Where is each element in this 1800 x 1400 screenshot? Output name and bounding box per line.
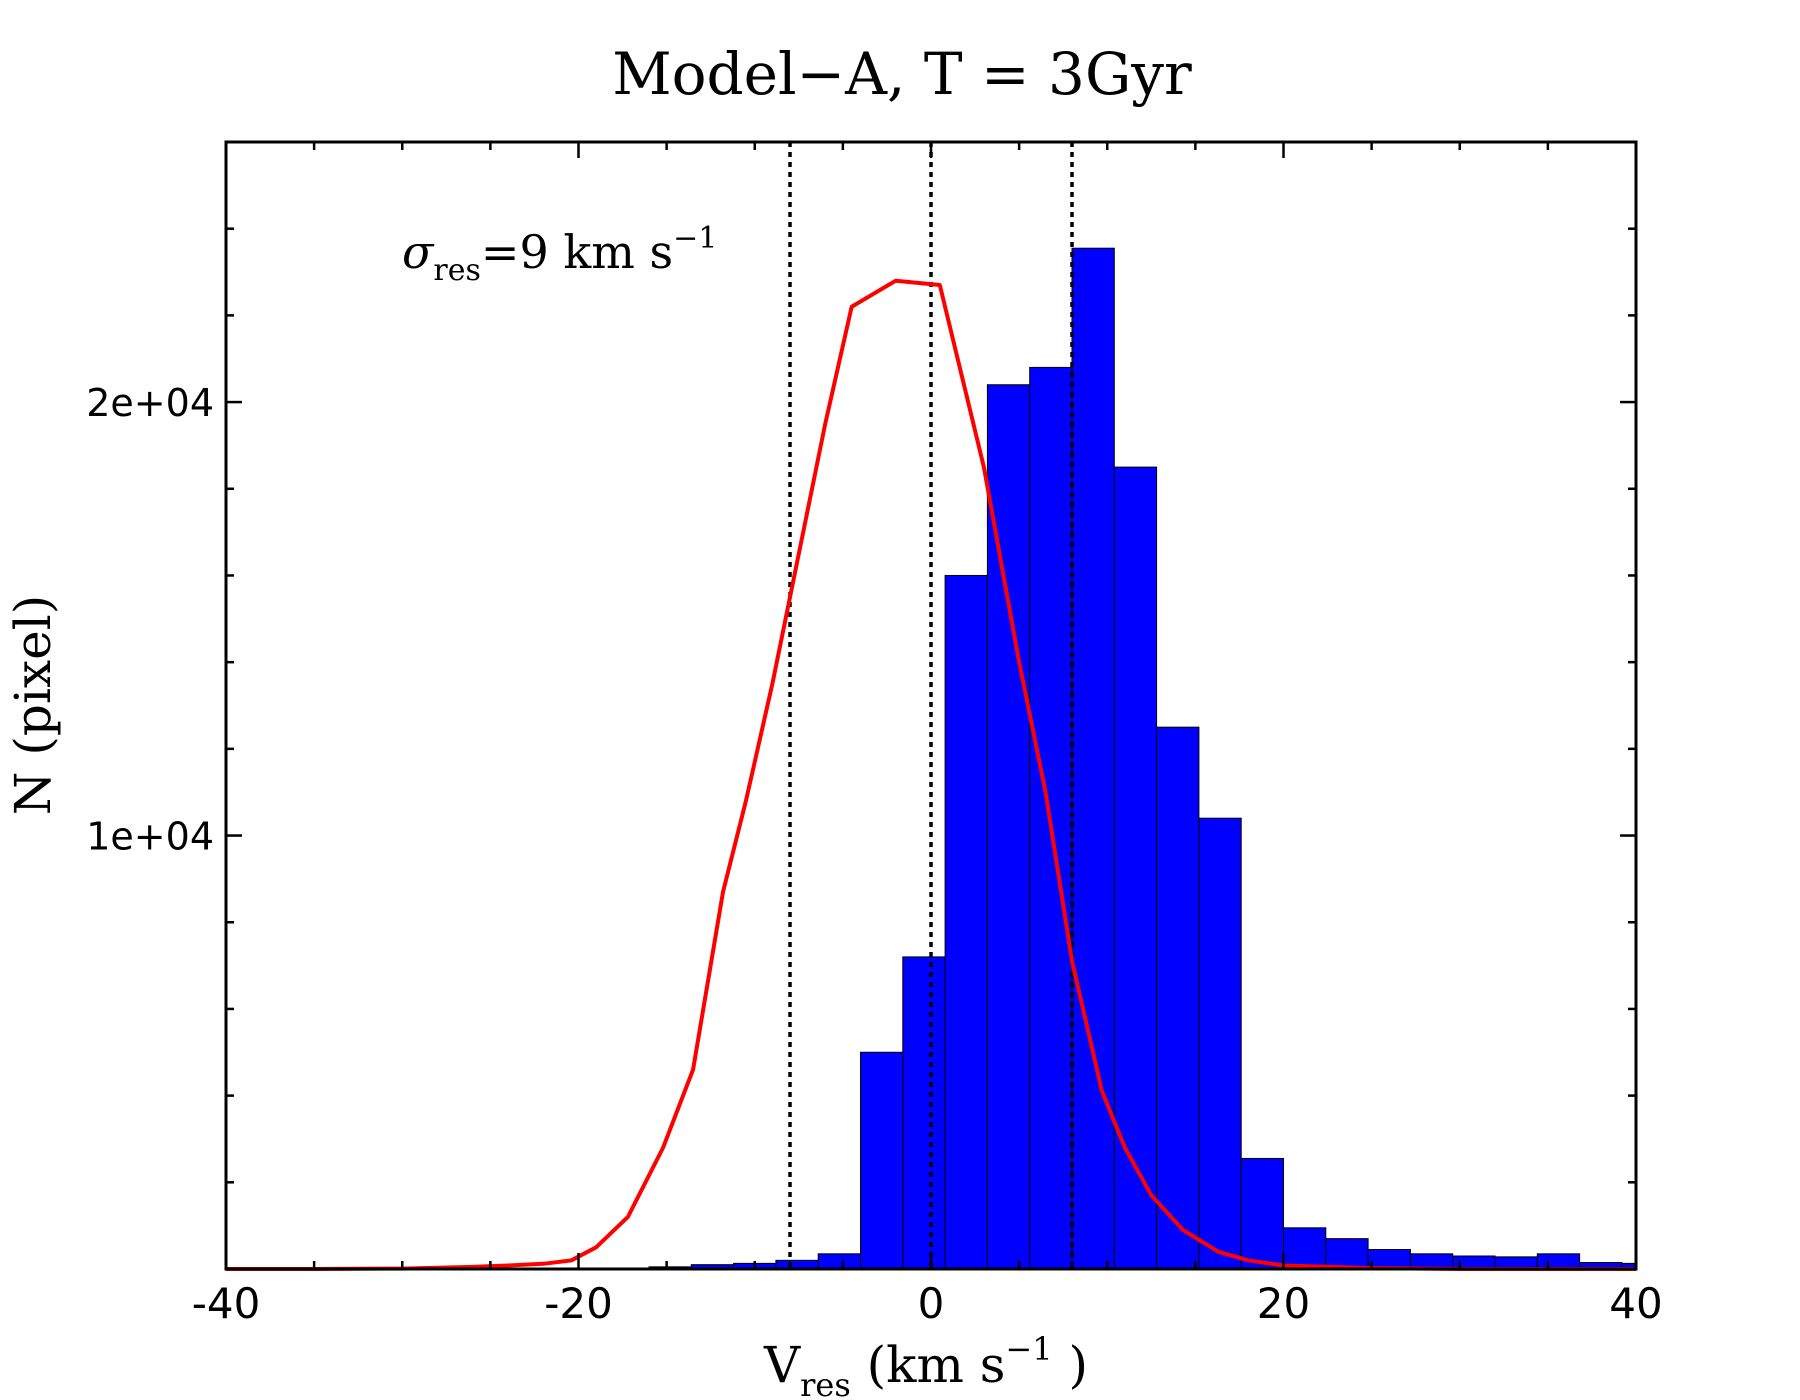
axis-ticks: -40 -20 0 20 40 1e+04 2e+04 xyxy=(86,140,1663,1328)
x-tick-label: 40 xyxy=(1609,1279,1662,1328)
sigma-annotation: σres=9 km s−1 xyxy=(402,221,717,288)
histogram-bar xyxy=(944,574,988,1270)
histogram-bar xyxy=(1283,1227,1327,1270)
x-axis-label: Vres (km s−1 ) xyxy=(763,1330,1088,1400)
x-label-subscript: res xyxy=(800,1366,851,1400)
histogram-bar xyxy=(1071,247,1115,1270)
chart-title: Model−A, T = 3Gyr xyxy=(612,40,1192,108)
fit-curve-layer xyxy=(226,278,1636,1271)
histogram-bar xyxy=(1240,1157,1284,1270)
x-label-units: (km s xyxy=(851,1336,1006,1394)
histogram-bars xyxy=(606,247,1637,1270)
sigma-value: =9 km s xyxy=(481,225,673,279)
histogram-bar xyxy=(1367,1248,1411,1270)
x-tick-label: 20 xyxy=(1257,1279,1310,1328)
histogram-bar xyxy=(1536,1253,1581,1270)
histogram-bar xyxy=(1156,726,1200,1270)
x-tick-label: -20 xyxy=(544,1279,613,1328)
histogram-bar xyxy=(1113,466,1158,1270)
reference-lines xyxy=(788,142,1074,1269)
fit-curve xyxy=(226,278,1636,1271)
histogram-bar xyxy=(860,1051,904,1270)
plot-frame xyxy=(224,140,1638,1271)
histogram-bar xyxy=(817,1253,862,1270)
x-label-superscript: −1 xyxy=(1005,1330,1052,1368)
sigma-superscript: −1 xyxy=(673,221,717,256)
histogram-bar xyxy=(1198,817,1242,1270)
x-tick-label: -40 xyxy=(192,1279,261,1328)
y-tick-label: 2e+04 xyxy=(86,381,214,425)
x-label-close: ) xyxy=(1053,1336,1088,1394)
histogram-bar xyxy=(1325,1238,1369,1270)
x-tick-label: 0 xyxy=(918,1279,945,1328)
histogram-bar xyxy=(902,956,946,1270)
y-tick-label: 1e+04 xyxy=(86,815,214,859)
y-axis-label: N (pixel) xyxy=(4,595,62,815)
sigma-subscript: res xyxy=(433,253,481,288)
x-label-main: V xyxy=(763,1336,801,1394)
sigma-symbol: σ xyxy=(402,225,435,279)
